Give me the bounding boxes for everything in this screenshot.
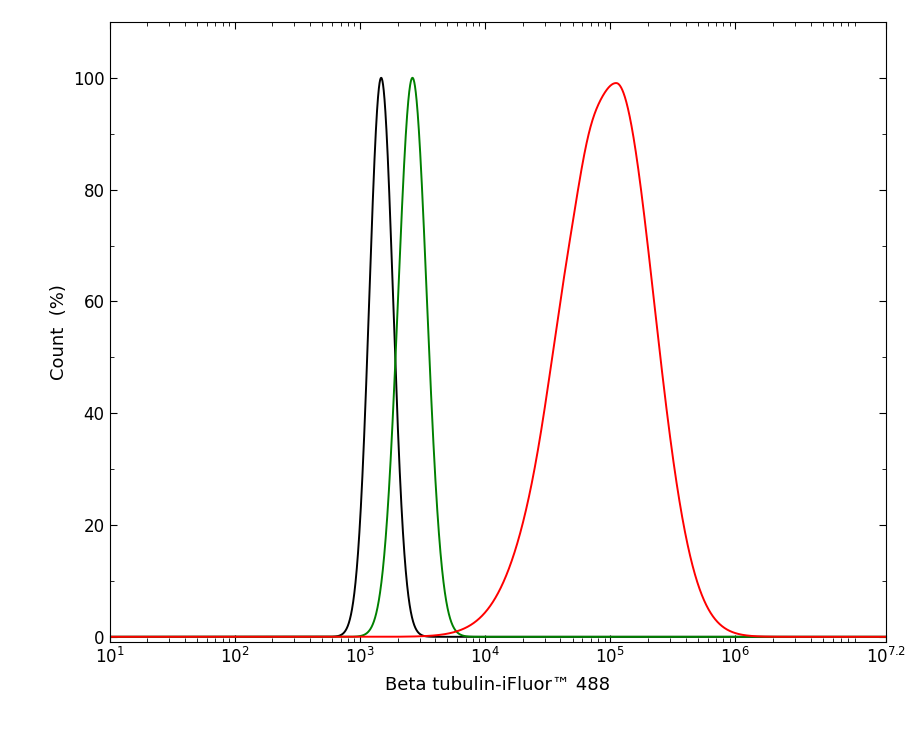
Y-axis label: Count  (%): Count (%) [49,284,68,380]
X-axis label: Beta tubulin-iFluor™ 488: Beta tubulin-iFluor™ 488 [385,676,610,694]
